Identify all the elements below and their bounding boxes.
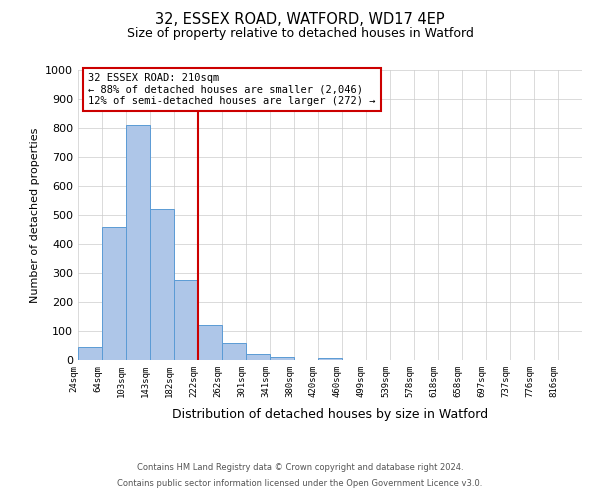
Text: Contains public sector information licensed under the Open Government Licence v3: Contains public sector information licen… — [118, 478, 482, 488]
Bar — [222, 344, 246, 360]
Text: Contains HM Land Registry data © Crown copyright and database right 2024.: Contains HM Land Registry data © Crown c… — [137, 464, 463, 472]
Bar — [126, 125, 150, 360]
Bar — [270, 356, 294, 360]
Bar — [78, 346, 102, 360]
X-axis label: Distribution of detached houses by size in Watford: Distribution of detached houses by size … — [172, 408, 488, 421]
Bar — [174, 280, 198, 360]
Bar — [318, 358, 342, 360]
Bar — [198, 324, 222, 360]
Text: Size of property relative to detached houses in Watford: Size of property relative to detached ho… — [127, 28, 473, 40]
Bar — [246, 354, 270, 360]
Y-axis label: Number of detached properties: Number of detached properties — [29, 128, 40, 302]
Text: 32 ESSEX ROAD: 210sqm
← 88% of detached houses are smaller (2,046)
12% of semi-d: 32 ESSEX ROAD: 210sqm ← 88% of detached … — [88, 73, 376, 106]
Text: 32, ESSEX ROAD, WATFORD, WD17 4EP: 32, ESSEX ROAD, WATFORD, WD17 4EP — [155, 12, 445, 28]
Bar — [150, 209, 174, 360]
Bar — [102, 226, 126, 360]
